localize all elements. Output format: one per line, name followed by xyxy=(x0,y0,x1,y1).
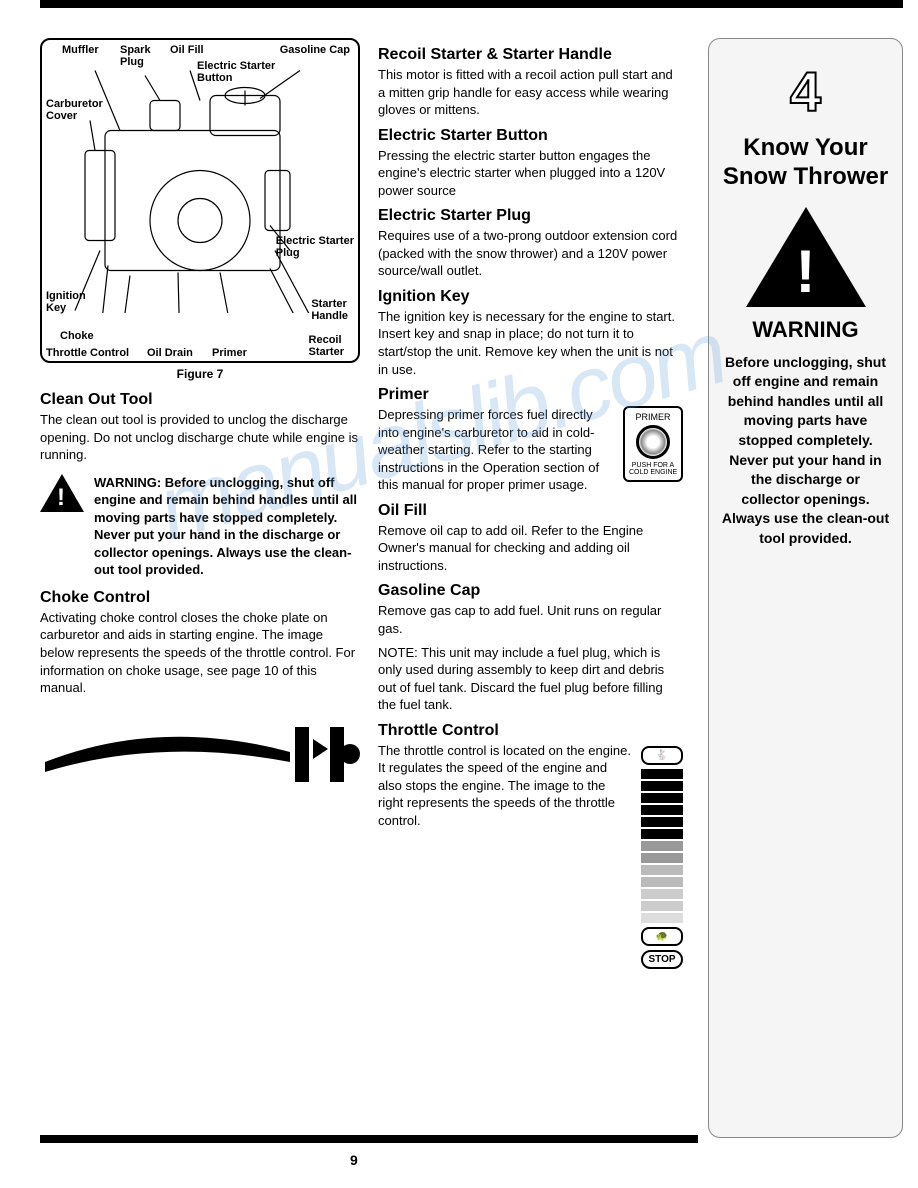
heading-choke: Choke Control xyxy=(40,589,360,607)
primer-box-sub: PUSH FOR A COLD ENGINE xyxy=(629,462,677,476)
label-estarter-plug: Electric Starter Plug xyxy=(276,235,354,259)
text-gas-note: NOTE: This unit may include a fuel plug,… xyxy=(378,644,683,714)
inline-warning-text: WARNING: Before unclogging, shut off eng… xyxy=(94,474,360,579)
text-ignition: The ignition key is necessary for the en… xyxy=(378,308,683,378)
label-gasoline-cap: Gasoline Cap xyxy=(280,44,350,56)
text-recoil: This motor is fitted with a recoil actio… xyxy=(378,66,683,119)
bottom-divider xyxy=(40,1135,698,1143)
text-estarter-btn: Pressing the electric starter button eng… xyxy=(378,147,683,200)
turtle-icon: 🐢 xyxy=(641,927,683,946)
label-starter-handle: Starter Handle xyxy=(311,298,348,322)
top-divider xyxy=(40,0,903,8)
sidebar-warning-text: Before unclogging, shut off engine and r… xyxy=(721,353,890,549)
heading-clean-out: Clean Out Tool xyxy=(40,391,360,409)
engine-line-drawing xyxy=(50,48,350,313)
primer-box-label: PRIMER xyxy=(629,412,677,422)
sidebar-warning-triangle-icon xyxy=(746,207,866,307)
label-oil-drain: Oil Drain xyxy=(147,347,193,359)
sidebar-title: Know Your Snow Thrower xyxy=(721,134,890,192)
label-oil-fill: Oil Fill xyxy=(170,44,204,56)
figure-7-diagram: Muffler Spark Plug Oil Fill Gasoline Cap… xyxy=(40,38,360,363)
text-oil-fill: Remove oil cap to add oil. Refer to the … xyxy=(378,522,683,575)
label-choke: Choke xyxy=(60,330,94,342)
primer-button-graphic: PRIMER PUSH FOR A COLD ENGINE xyxy=(623,406,683,482)
throttle-speed-graphic: 🐇 🐢 STOP xyxy=(641,742,683,973)
text-throttle: The throttle control is located on the e… xyxy=(378,742,683,830)
heading-estarter-btn: Electric Starter Button xyxy=(378,127,683,145)
heading-gas-cap: Gasoline Cap xyxy=(378,582,683,600)
text-clean-out: The clean out tool is provided to unclog… xyxy=(40,411,360,464)
rabbit-icon: 🐇 xyxy=(641,746,683,765)
text-choke: Activating choke control closes the chok… xyxy=(40,609,360,697)
page-number: 9 xyxy=(350,1152,358,1168)
heading-estarter-plug: Electric Starter Plug xyxy=(378,207,683,225)
label-primer: Primer xyxy=(212,347,247,359)
sidebar-warning-label: WARNING xyxy=(721,317,890,343)
heading-oil-fill: Oil Fill xyxy=(378,502,683,520)
label-throttle-control: Throttle Control xyxy=(46,347,129,359)
heading-recoil: Recoil Starter & Starter Handle xyxy=(378,46,683,64)
label-ignition-key: Ignition Key xyxy=(46,290,86,314)
stop-icon: STOP xyxy=(641,950,683,969)
label-estarter-button: Electric Starter Button xyxy=(197,60,275,84)
label-recoil-starter: Recoil Starter xyxy=(309,334,344,358)
primer-circle-icon xyxy=(636,425,670,459)
heading-throttle: Throttle Control xyxy=(378,722,683,740)
section-number: 4 xyxy=(721,59,890,124)
heading-primer: Primer xyxy=(378,386,683,404)
page-content: Muffler Spark Plug Oil Fill Gasoline Cap… xyxy=(0,18,918,1178)
inline-warning-block: WARNING: Before unclogging, shut off eng… xyxy=(40,474,360,579)
middle-column: Recoil Starter & Starter Handle This mot… xyxy=(378,38,683,1138)
label-muffler: Muffler xyxy=(62,44,99,56)
label-carburetor-cover: Carburetor Cover xyxy=(46,98,103,122)
text-gas-cap: Remove gas cap to add fuel. Unit runs on… xyxy=(378,602,683,637)
left-column: Muffler Spark Plug Oil Fill Gasoline Cap… xyxy=(40,38,360,1138)
choke-speed-graphic xyxy=(40,707,360,797)
label-spark-plug: Spark Plug xyxy=(120,44,151,68)
throttle-bars xyxy=(641,769,683,923)
heading-ignition: Ignition Key xyxy=(378,288,683,306)
sidebar: 4 Know Your Snow Thrower WARNING Before … xyxy=(708,38,903,1138)
figure-caption: Figure 7 xyxy=(40,367,360,381)
warning-triangle-icon xyxy=(40,474,84,512)
text-estarter-plug: Requires use of a two-prong outdoor exte… xyxy=(378,227,683,280)
